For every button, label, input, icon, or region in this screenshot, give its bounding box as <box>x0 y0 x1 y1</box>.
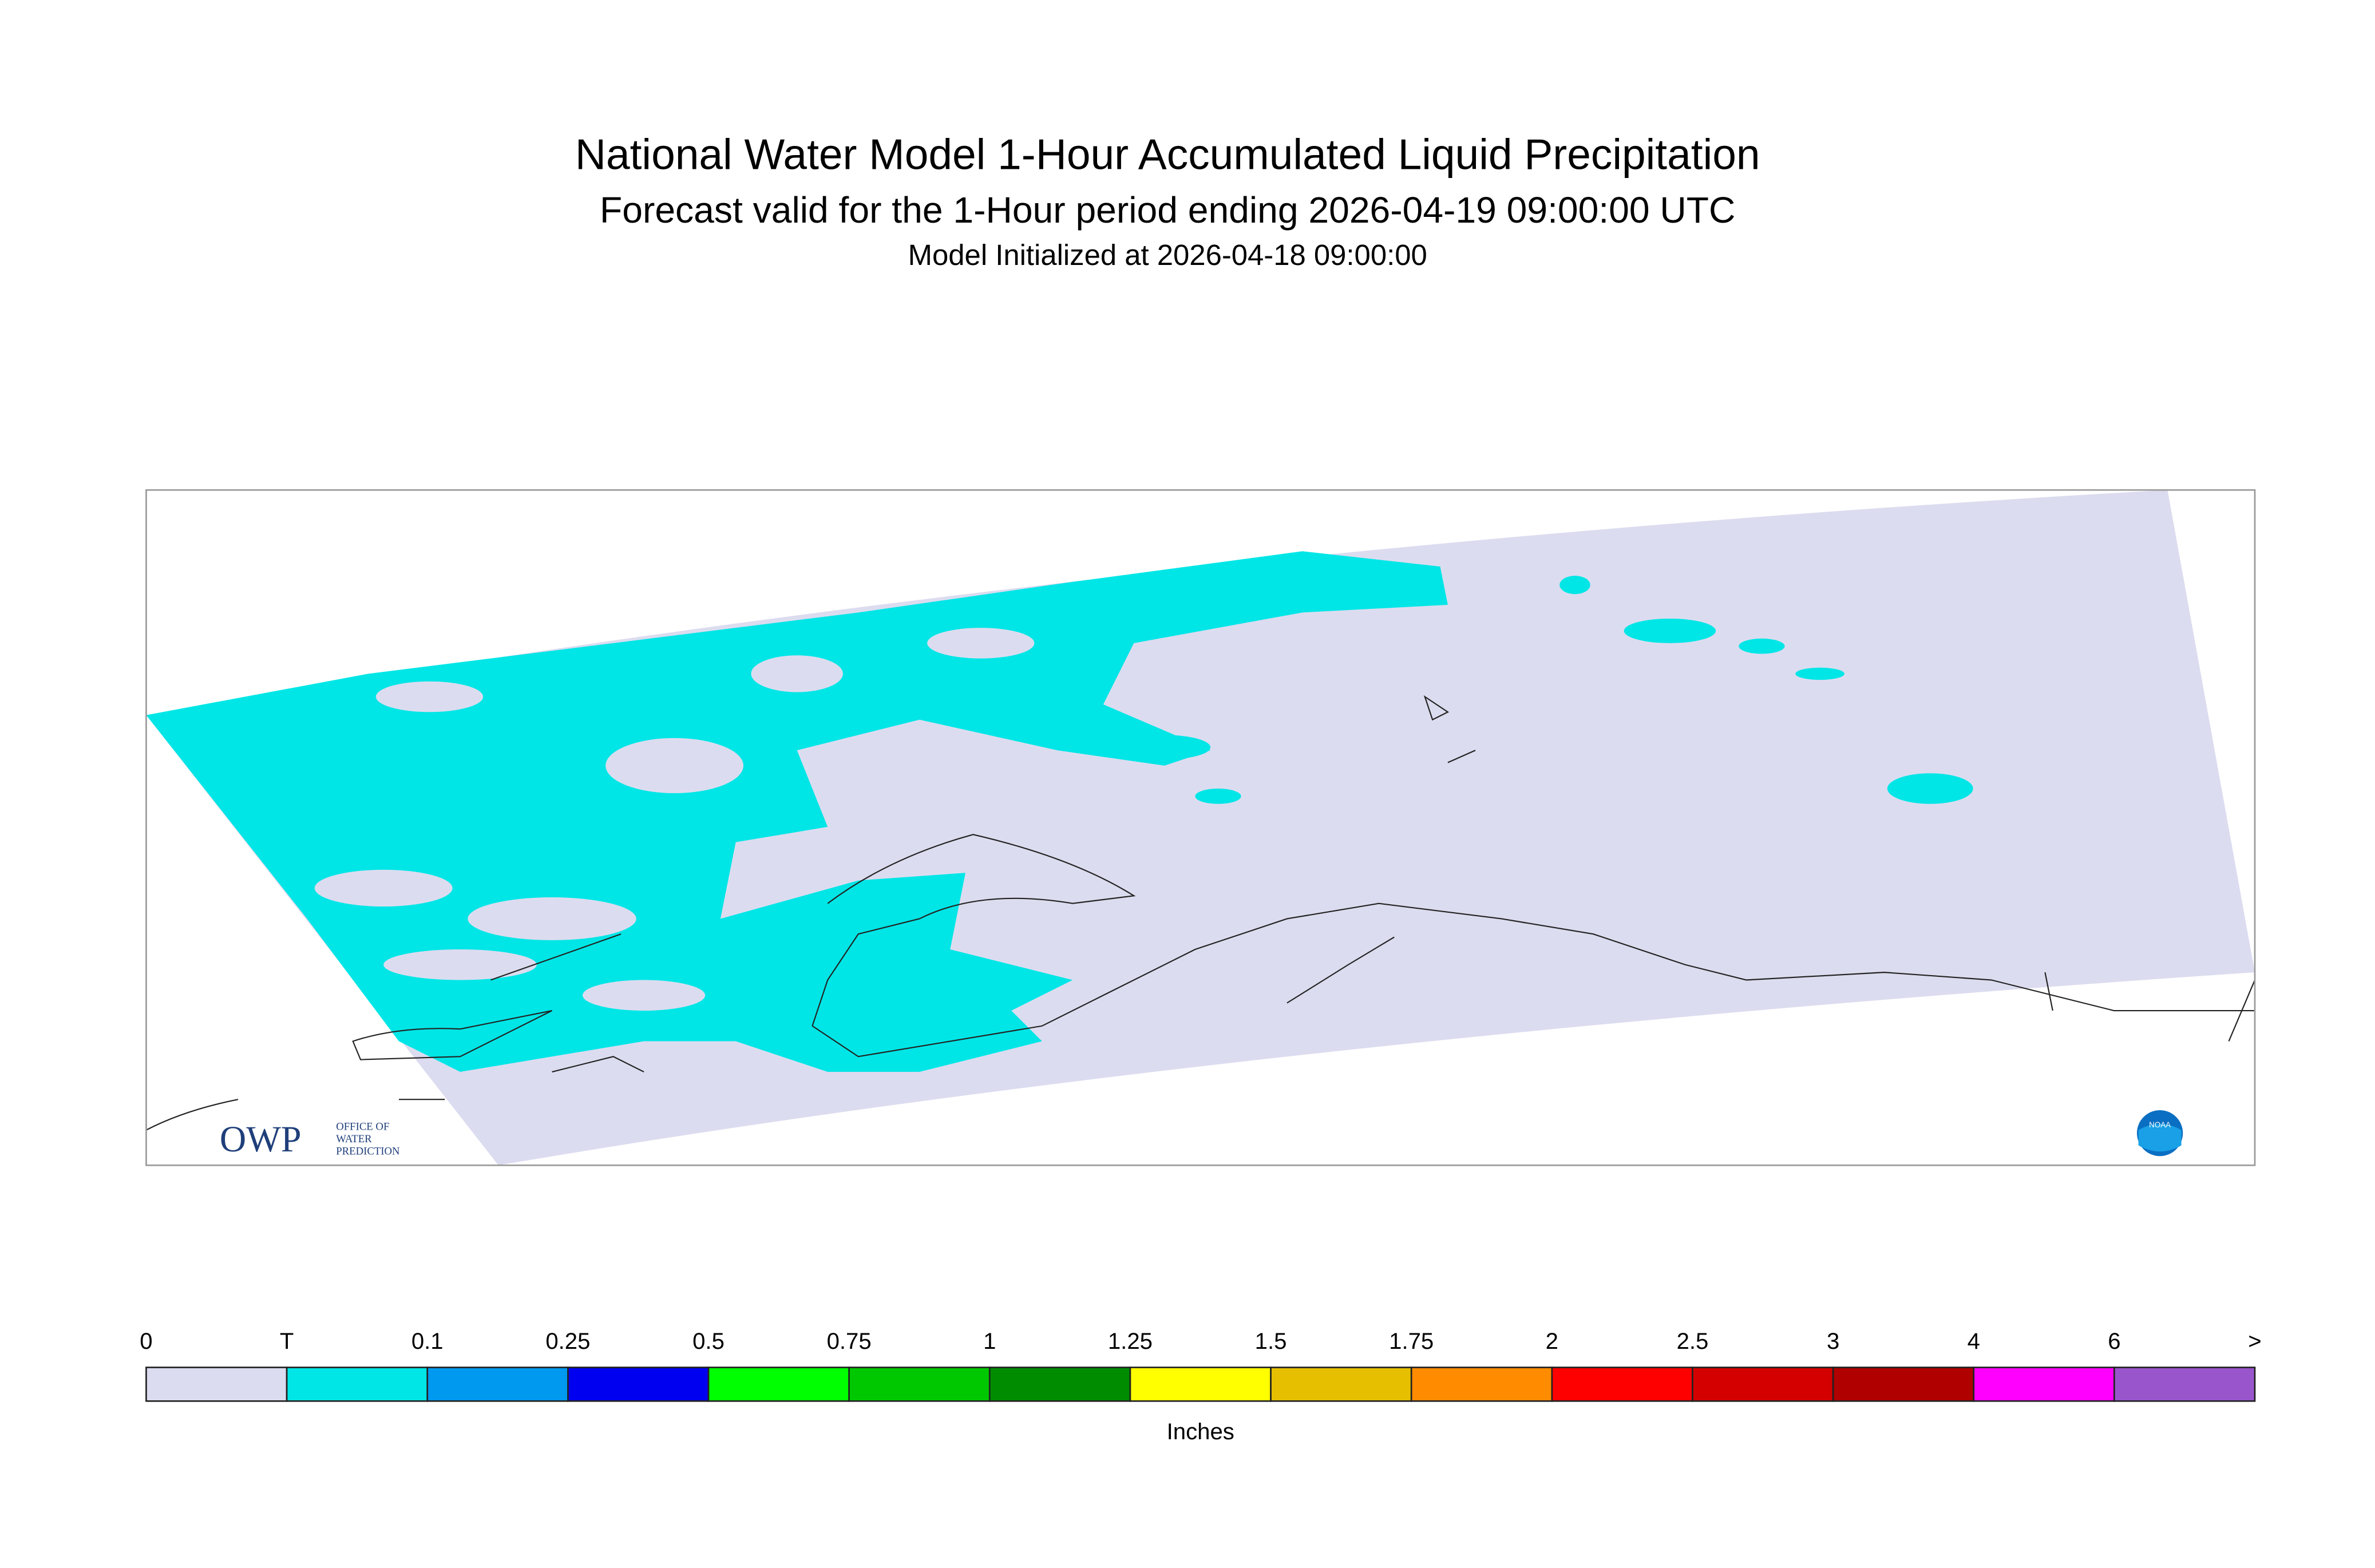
legend-swatch <box>567 1367 710 1402</box>
precip-gaps <box>314 628 1035 1011</box>
legend-label: 4 <box>1968 1328 1980 1354</box>
legend-label: 2.5 <box>1677 1328 1709 1354</box>
legend-label: > <box>2248 1328 2261 1354</box>
map-frame <box>145 489 2256 1166</box>
legend-swatch <box>286 1367 429 1402</box>
map: OWP OFFICE OF WATER PREDICTION NOAA <box>145 489 2256 1166</box>
noaa-logo-wave <box>2138 1124 2182 1152</box>
legend-swatch <box>1551 1367 1693 1402</box>
legend-swatch <box>1973 1367 2115 1402</box>
legend-label: 0.1 <box>411 1328 444 1354</box>
legend-swatch <box>707 1367 850 1402</box>
owp-logo-text: PREDICTION <box>336 1146 400 1158</box>
precip-patches <box>1118 576 1973 804</box>
legend-swatch <box>426 1367 569 1402</box>
legend-label: 1.25 <box>1108 1328 1153 1354</box>
legend: 0 T 0.1 0.25 0.5 0.75 1 1.25 1.5 1.75 2 2.5 3 4 6 > Inch… <box>140 1328 2261 1444</box>
legend-label: 0.25 <box>545 1328 590 1354</box>
legend-label: 0.5 <box>692 1328 725 1354</box>
legend-swatch <box>1410 1367 1553 1402</box>
legend-label: 2 <box>1546 1328 1558 1354</box>
legend-label: 3 <box>1827 1328 1839 1354</box>
coastline <box>146 695 2255 1131</box>
legend-swatch <box>988 1367 1131 1402</box>
legend-swatch <box>2113 1367 2256 1402</box>
legend-label: 1.5 <box>1255 1328 1287 1354</box>
title: National Water Model 1-Hour Accumulated … <box>575 130 1760 178</box>
legend-label: 1.75 <box>1389 1328 1434 1354</box>
legend-unit: Inches <box>1167 1419 1234 1444</box>
subtitle: Forecast valid for the 1-Hour period end… <box>600 189 1735 231</box>
legend-label: T <box>280 1328 294 1354</box>
legend-swatch <box>1832 1367 1975 1402</box>
precip-area <box>146 551 1448 1072</box>
legend-swatch <box>1692 1367 1834 1402</box>
legend-swatch <box>145 1367 288 1402</box>
owp-logo-text: OFFICE OF <box>336 1121 389 1133</box>
legend-swatch <box>1129 1367 1272 1402</box>
legend-label: 0.75 <box>827 1328 872 1354</box>
legend-label: 1 <box>983 1328 996 1354</box>
legend-swatch <box>1270 1367 1412 1402</box>
init-time: Model Initialized at 2026-04-18 09:00:00 <box>908 239 1427 271</box>
owp-logo: OWP <box>220 1119 302 1159</box>
legend-label: 0 <box>140 1328 152 1354</box>
noaa-logo-text: NOAA <box>2149 1120 2171 1129</box>
owp-logo-text: WATER <box>336 1133 372 1145</box>
legend-label: 6 <box>2108 1328 2120 1354</box>
legend-swatch <box>848 1367 991 1402</box>
